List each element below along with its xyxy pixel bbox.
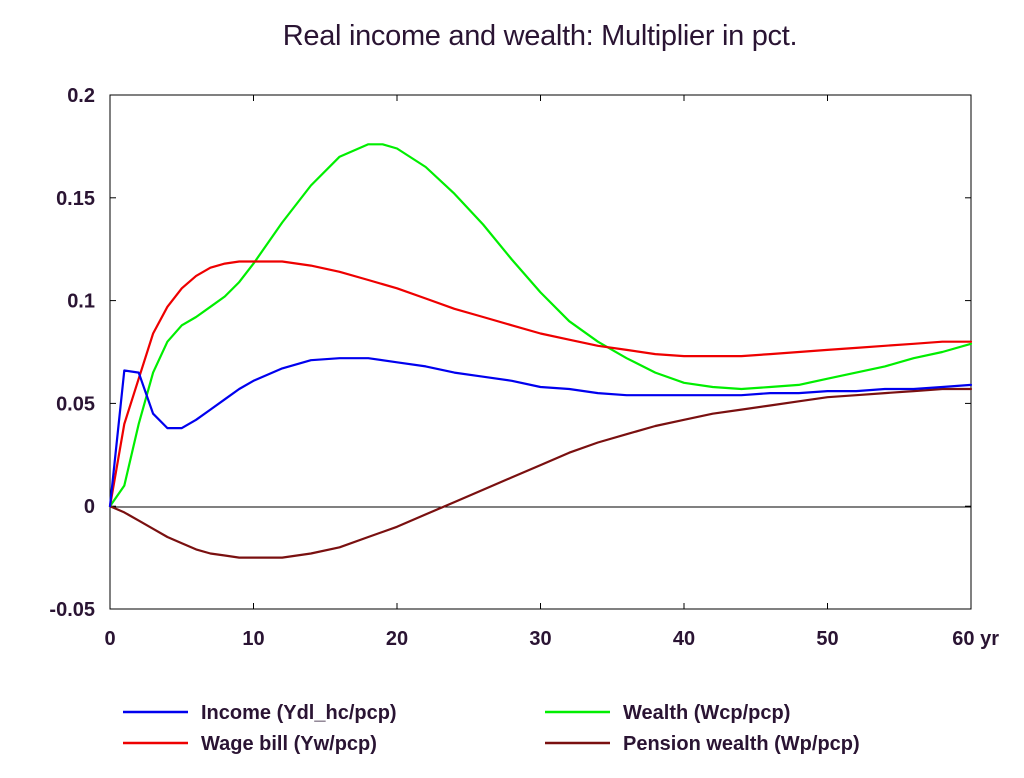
x-tick-label: 30 <box>529 628 551 650</box>
x-tick-label: 0 <box>104 628 115 650</box>
x-tick-label: 10 <box>242 628 264 650</box>
x-tick-label: 20 <box>386 628 408 650</box>
x-tick-label: 50 <box>816 628 838 650</box>
series-line-wage <box>108 260 973 508</box>
x-tick-label: 60 yr <box>952 628 999 650</box>
legend-label: Pension wealth (Wp/pcp) <box>623 733 860 755</box>
legend-label: Wealth (Wcp/pcp) <box>623 702 790 724</box>
series-line-pension <box>108 387 973 559</box>
x-axis: 0 10 20 30 40 50 60 yr <box>104 95 999 650</box>
y-axis: -0.05 0 0.05 0.1 0.15 0.2 <box>49 85 971 621</box>
legend-label: Wage bill (Yw/pcp) <box>201 733 377 755</box>
y-tick-label: -0.05 <box>49 599 95 621</box>
series-line-income <box>108 357 973 508</box>
y-tick-label: 0.15 <box>56 188 95 210</box>
y-tick-label: 0.05 <box>56 393 95 415</box>
x-tick-label: 40 <box>673 628 695 650</box>
y-tick-label: 0 <box>84 496 95 518</box>
plot-frame <box>109 94 972 610</box>
series-line-wealth <box>108 143 973 508</box>
y-tick-label: 0.2 <box>67 85 95 107</box>
series-lines <box>108 143 973 559</box>
chart-title: Real income and wealth: Multiplier in pc… <box>282 20 798 52</box>
legend: Income (Ydl_hc/pcp) Wealth (Wcp/pcp) Wage … <box>123 702 860 755</box>
y-tick-label: 0.1 <box>67 291 95 313</box>
legend-label: Income (Ydl_hc/pcp) <box>201 702 397 724</box>
